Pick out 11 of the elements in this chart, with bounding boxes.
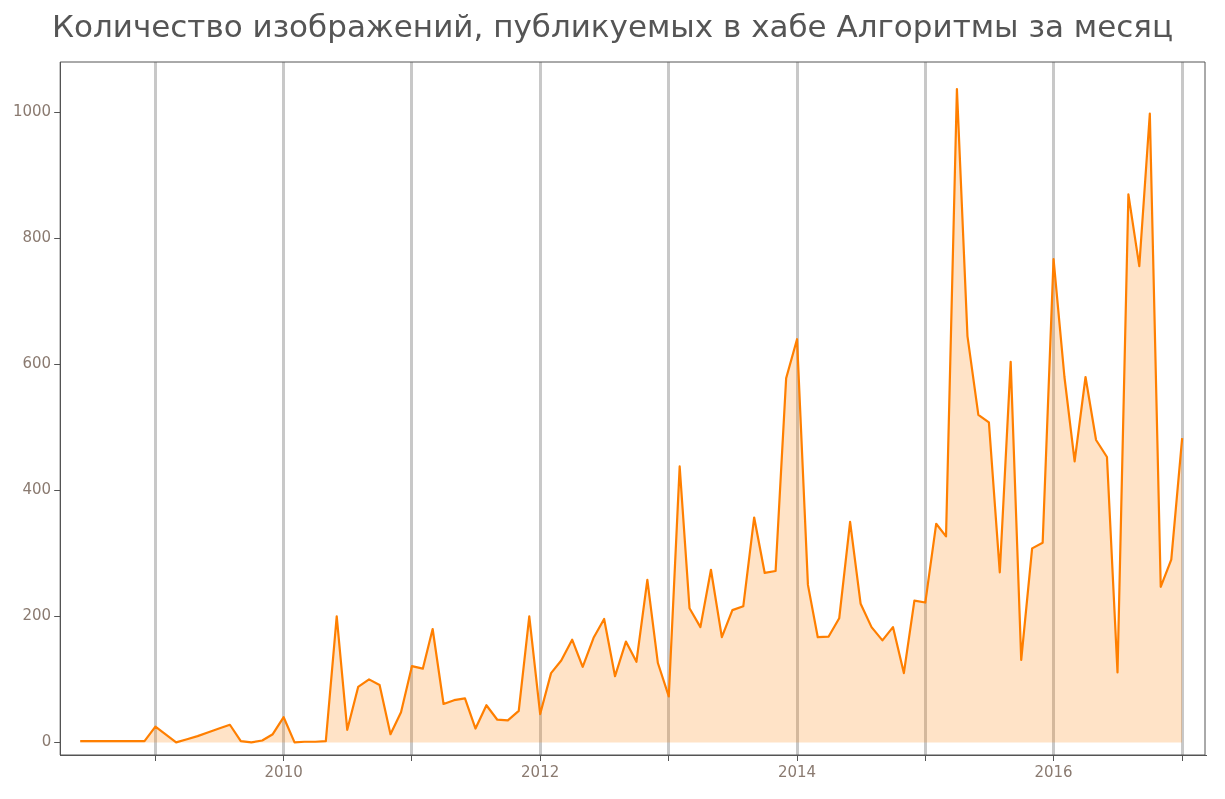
y-tick-label: 200 bbox=[22, 606, 52, 625]
y-tick-label: 1000 bbox=[12, 102, 52, 121]
chart-title: Количество изображений, публикуемых в хабе Алгоритмы за месяц bbox=[50, 8, 1174, 44]
x-tick-label: 2014 bbox=[777, 762, 817, 781]
y-tick-label: 0 bbox=[41, 732, 52, 751]
y-tick-label: 800 bbox=[22, 228, 52, 247]
y-tick-label: 600 bbox=[22, 354, 52, 373]
x-tick-label: 2012 bbox=[521, 762, 560, 781]
x-tick-label: 2010 bbox=[264, 762, 303, 781]
x-tick-label: 2016 bbox=[1034, 762, 1073, 781]
y-tick-label: 400 bbox=[22, 480, 52, 499]
